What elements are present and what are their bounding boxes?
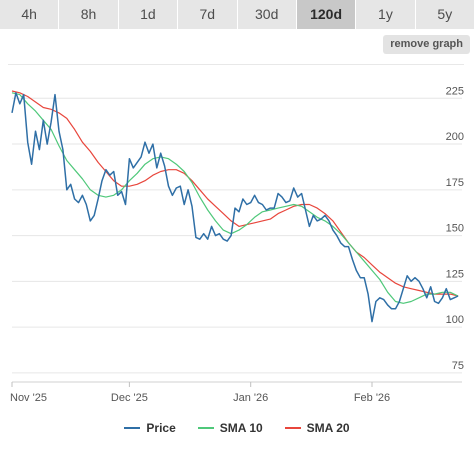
x-tick-label-1: Dec '25 xyxy=(111,392,148,404)
tab-4h[interactable]: 4h xyxy=(0,0,60,29)
legend-label-sma-20: SMA 20 xyxy=(306,421,350,435)
y-tick-label-175: 175 xyxy=(446,177,464,189)
legend-label-price: Price xyxy=(146,421,176,435)
tab-30d[interactable]: 30d xyxy=(237,0,297,29)
series-line-sma-20 xyxy=(11,90,459,297)
x-tick-label-0: Nov '25 xyxy=(10,392,47,404)
divider xyxy=(8,64,464,65)
legend-item-sma-20[interactable]: SMA 20 xyxy=(284,421,350,435)
legend-label-sma-10: SMA 10 xyxy=(219,421,263,435)
series-line-sma-10 xyxy=(11,92,459,304)
y-tick-label-125: 125 xyxy=(446,268,464,280)
y-tick-label-75: 75 xyxy=(452,360,464,372)
tab-8h[interactable]: 8h xyxy=(59,0,119,29)
y-tick-label-225: 225 xyxy=(446,85,464,97)
legend-swatch-price xyxy=(124,427,141,429)
tab-7d[interactable]: 7d xyxy=(178,0,238,29)
price-chart: 75 100 125 150 175 200 225 Nov '25 Dec '25 Jan '2… xyxy=(10,85,464,404)
legend-swatch-sma-20 xyxy=(284,427,301,429)
x-tick-label-3: Feb '26 xyxy=(354,392,390,404)
tab-5y[interactable]: 5y xyxy=(415,0,474,29)
tab-1d[interactable]: 1d xyxy=(118,0,179,29)
x-tick-label-2: Jan '26 xyxy=(233,392,268,404)
remove-graph-button[interactable]: remove graph xyxy=(383,35,470,54)
series-line-price xyxy=(11,92,459,323)
legend-swatch-sma-10 xyxy=(197,427,214,429)
y-tick-label-200: 200 xyxy=(446,131,464,143)
legend-item-price[interactable]: Price xyxy=(124,421,176,435)
legend-item-sma-10[interactable]: SMA 10 xyxy=(197,421,263,435)
y-tick-label-100: 100 xyxy=(446,314,464,326)
chart-legend: Price SMA 10 SMA 20 xyxy=(0,421,474,435)
tab-120d[interactable]: 120d xyxy=(296,0,357,29)
range-tab-bar: 4h 8h 1d 7d 30d 120d 1y 5y xyxy=(0,0,474,29)
tab-1y[interactable]: 1y xyxy=(356,0,416,29)
y-tick-label-150: 150 xyxy=(446,223,464,235)
